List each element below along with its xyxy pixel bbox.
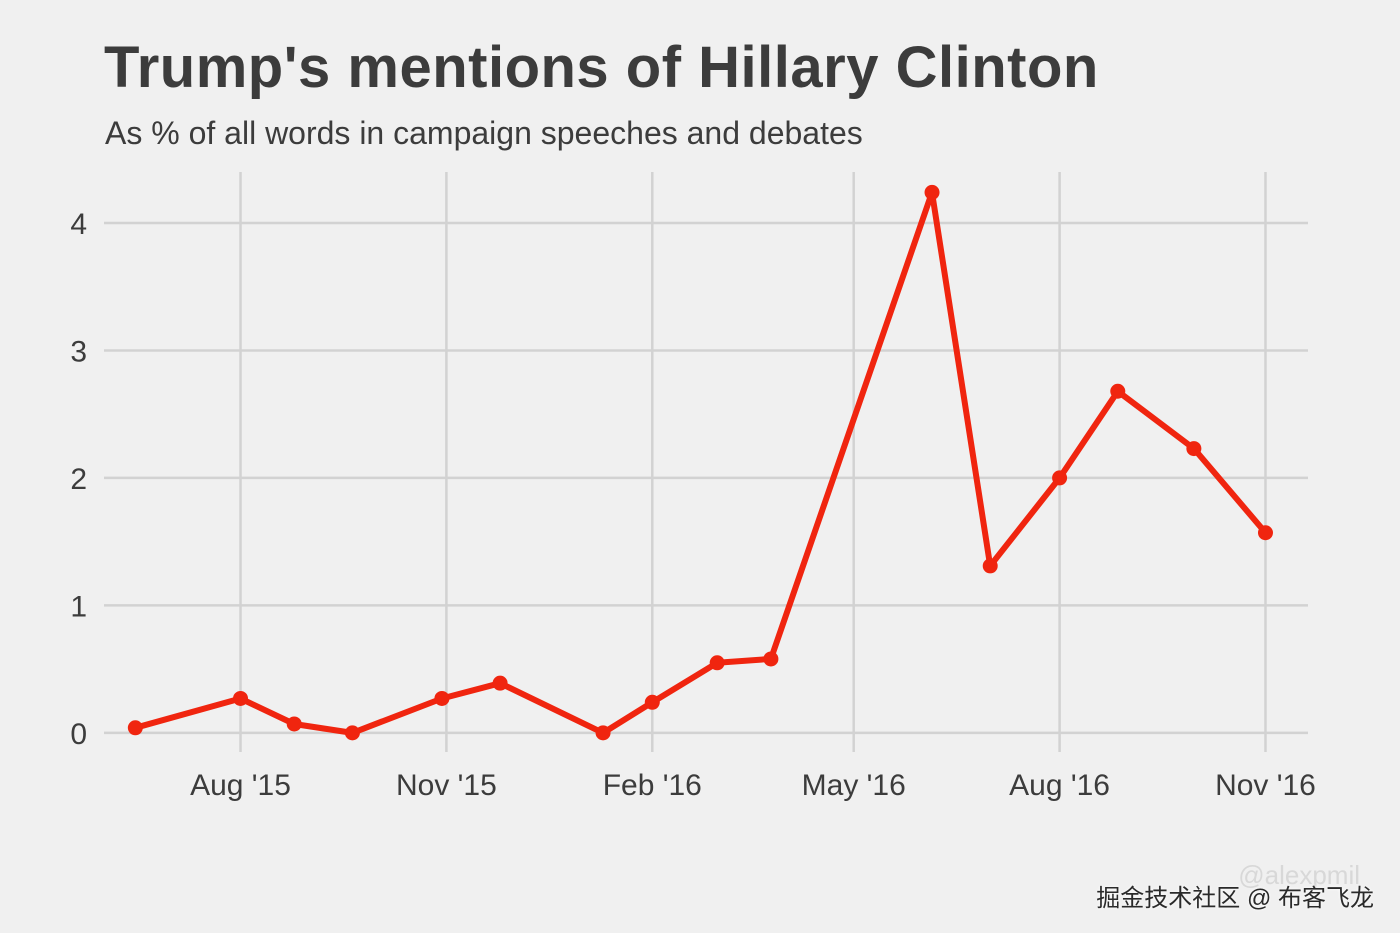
x-tick-label-4: Aug '16 (1009, 769, 1110, 802)
horizontal-gridlines (104, 221, 1308, 735)
data-point-1 (233, 690, 249, 706)
data-point-14 (1186, 441, 1202, 457)
y-tick-label-3: 3 (70, 335, 87, 368)
x-tick-label-3: May '16 (802, 769, 906, 802)
data-point-5 (492, 675, 508, 691)
data-point-13 (1110, 383, 1126, 399)
x-tick-label-5: Nov '16 (1215, 769, 1316, 802)
y-tick-label-0: 0 (70, 718, 87, 751)
y-axis-tick-labels: 0 1 2 3 4 (70, 208, 87, 751)
data-point-4 (434, 690, 450, 706)
data-point-9 (763, 651, 779, 667)
x-tick-label-2: Feb '16 (603, 769, 702, 802)
chart-subtitle: As % of all words in campaign speeches a… (105, 115, 863, 151)
data-point-10 (924, 184, 940, 200)
data-point-12 (1052, 470, 1068, 486)
data-point-7 (644, 694, 660, 710)
data-point-3 (344, 725, 360, 741)
x-tick-label-0: Aug '15 (190, 769, 291, 802)
data-point-2 (286, 716, 302, 732)
y-tick-label-4: 4 (70, 208, 87, 241)
y-tick-label-1: 1 (70, 590, 87, 623)
data-point-0 (127, 720, 143, 736)
y-tick-label-2: 2 (70, 463, 87, 496)
data-point-15 (1257, 525, 1273, 541)
data-point-6 (595, 725, 611, 741)
series-mentions (127, 184, 1273, 741)
footer-credit: 掘金技术社区 @ 布客飞龙 (1096, 885, 1374, 912)
x-axis-tick-labels: Aug '15 Nov '15 Feb '16 May '16 Aug '16 Nov '… (190, 769, 1316, 802)
vertical-gridlines (239, 172, 1267, 752)
data-point-11 (982, 558, 998, 574)
data-point-8 (709, 655, 725, 671)
author-watermark: @alexpmil (1238, 860, 1360, 890)
chart-title: Trump's mentions of Hillary Clinton (104, 35, 1099, 100)
series-line (132, 189, 1269, 736)
x-tick-label-1: Nov '15 (396, 769, 497, 802)
